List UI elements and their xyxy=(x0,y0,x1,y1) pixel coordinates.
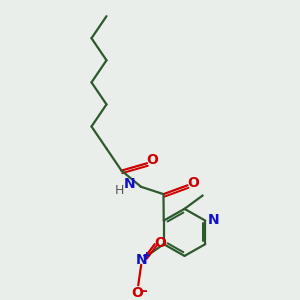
Text: O: O xyxy=(146,153,158,167)
Text: O: O xyxy=(132,286,144,300)
Text: N: N xyxy=(135,253,147,267)
Text: N: N xyxy=(124,177,135,191)
Text: N: N xyxy=(208,213,220,227)
Text: O: O xyxy=(187,176,199,190)
Text: -: - xyxy=(141,284,147,298)
Text: +: + xyxy=(142,251,151,261)
Text: O: O xyxy=(154,236,166,250)
Text: H: H xyxy=(115,184,124,197)
